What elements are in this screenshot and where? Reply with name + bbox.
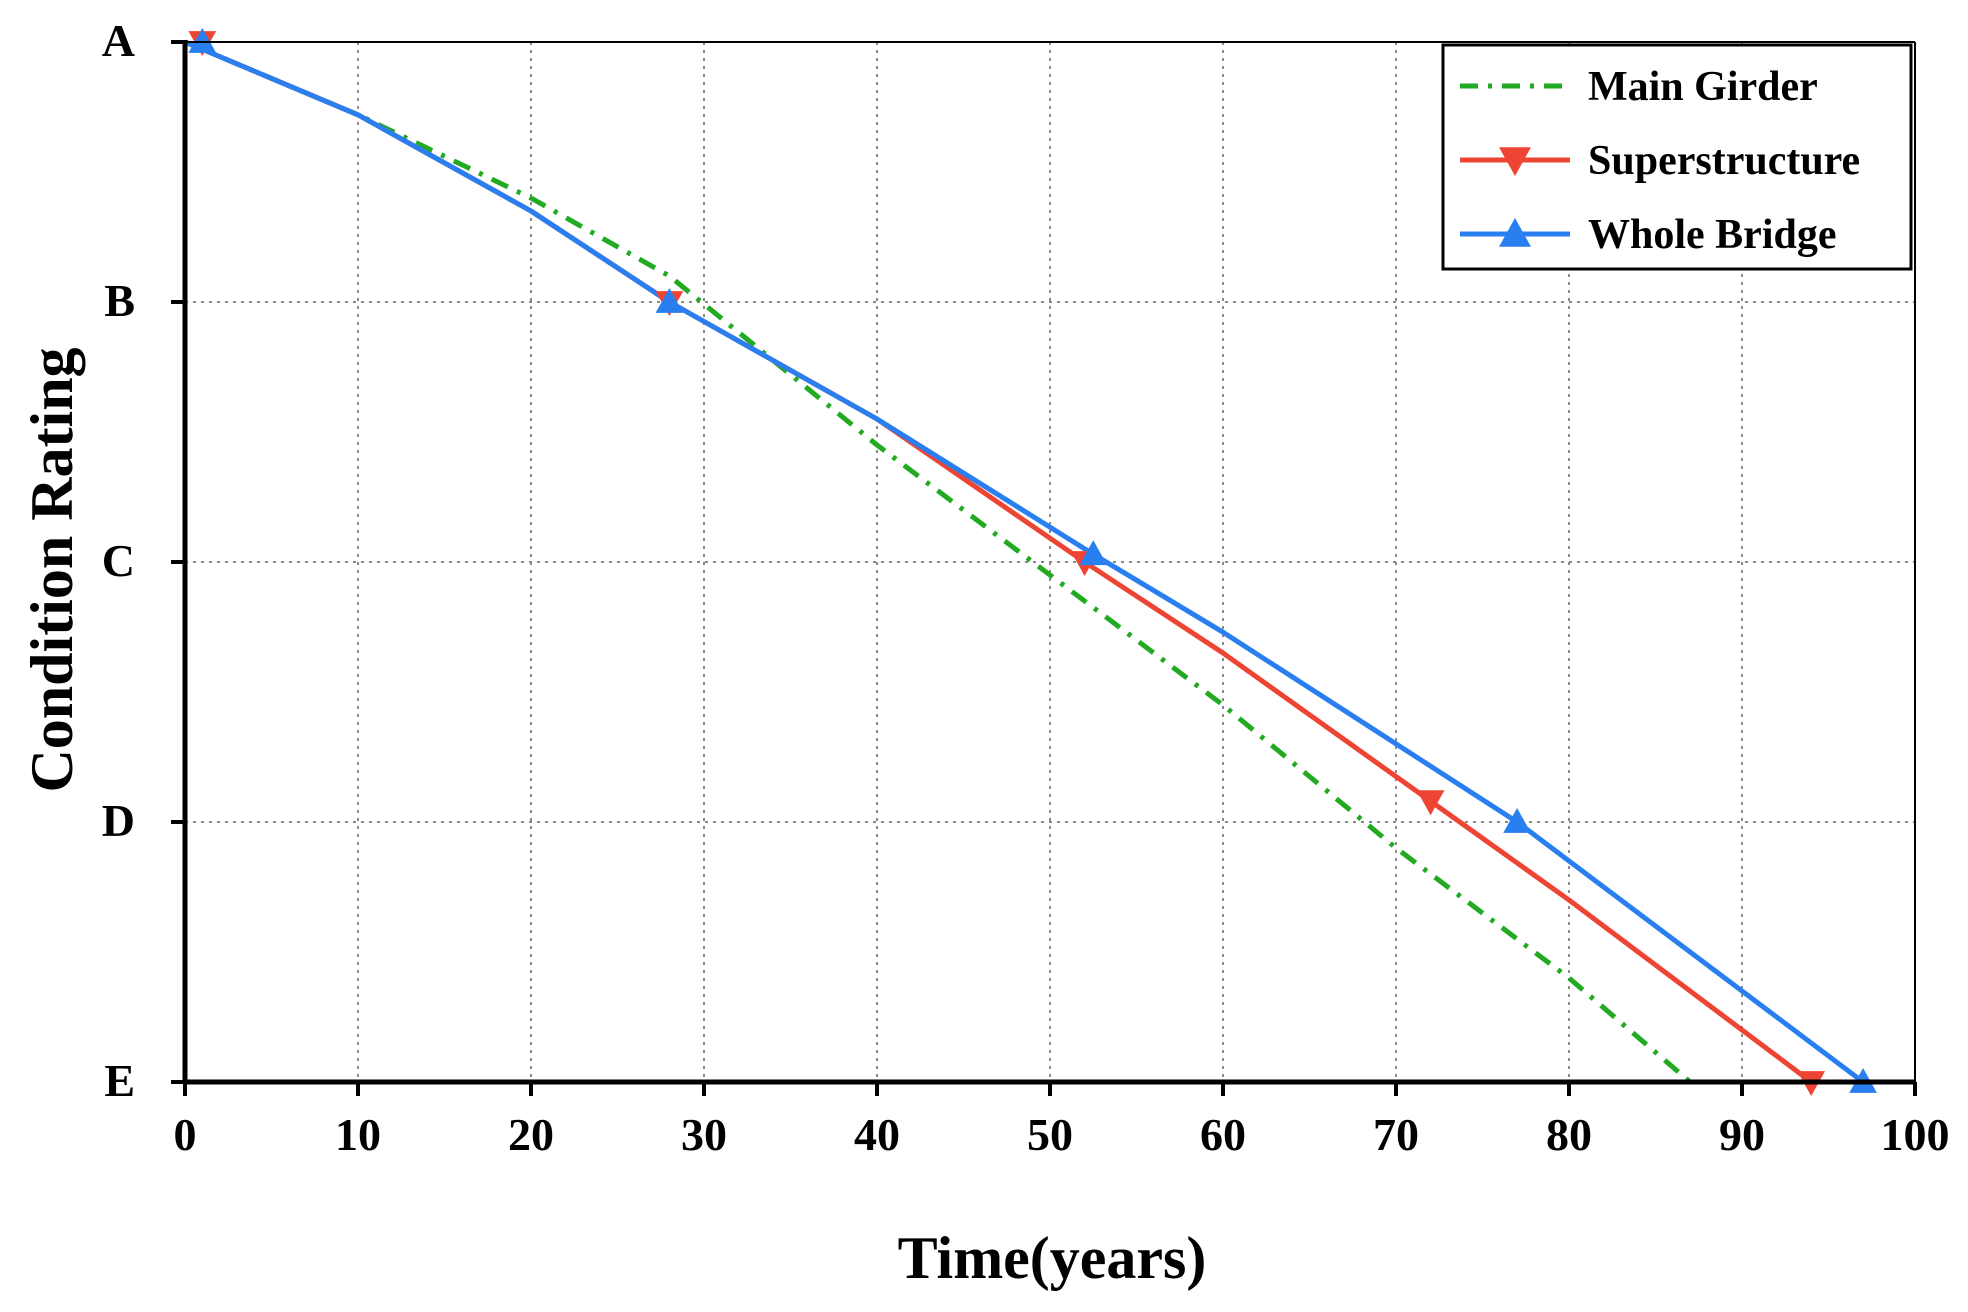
- series-markers: [188, 27, 1877, 1097]
- y-tick-label: E: [104, 1055, 135, 1106]
- x-tick-label: 60: [1200, 1109, 1246, 1160]
- x-tick-label: 0: [174, 1109, 197, 1160]
- y-tick-label: C: [102, 535, 135, 586]
- legend-label: Whole Bridge: [1588, 212, 1837, 258]
- x-tick-label: 50: [1027, 1109, 1073, 1160]
- legend-label: Superstructure: [1588, 138, 1860, 184]
- x-tick-label: 10: [335, 1109, 381, 1160]
- x-tick-label: 40: [854, 1109, 900, 1160]
- y-tick-label: A: [102, 15, 135, 66]
- x-axis-title: Time(years): [898, 1225, 1207, 1291]
- y-axis-title: Condition Rating: [19, 347, 85, 792]
- legend-label: Main Girder: [1588, 64, 1818, 110]
- series-marker: [1416, 790, 1445, 816]
- axes: [171, 40, 1917, 1096]
- series-marker: [1079, 540, 1108, 566]
- x-tick-label: 20: [508, 1109, 554, 1160]
- tick-labels: 0 10 20 30 40 50 60 70 80 90 100 A B C D E: [102, 15, 1950, 1160]
- series-line-main-girder: [184, 39, 1692, 1084]
- series-marker: [1503, 807, 1531, 833]
- y-tick-label: D: [102, 795, 135, 846]
- x-tick-label: 90: [1719, 1109, 1765, 1160]
- legend: Main Girder Superstructure Whole Bridge: [1441, 43, 1913, 271]
- x-tick-label: 100: [1881, 1109, 1950, 1160]
- series-marker: [188, 27, 217, 53]
- x-tick-label: 70: [1373, 1109, 1419, 1160]
- series-marker: [655, 287, 684, 313]
- x-tick-label: 80: [1546, 1109, 1592, 1160]
- legend-marker: [1499, 218, 1531, 247]
- series-lines: [184, 39, 1865, 1084]
- series-line-whole-bridge: [184, 39, 1865, 1084]
- y-tick-label: B: [104, 275, 135, 326]
- legend-marker: [1499, 147, 1531, 176]
- x-tick-label: 30: [681, 1109, 727, 1160]
